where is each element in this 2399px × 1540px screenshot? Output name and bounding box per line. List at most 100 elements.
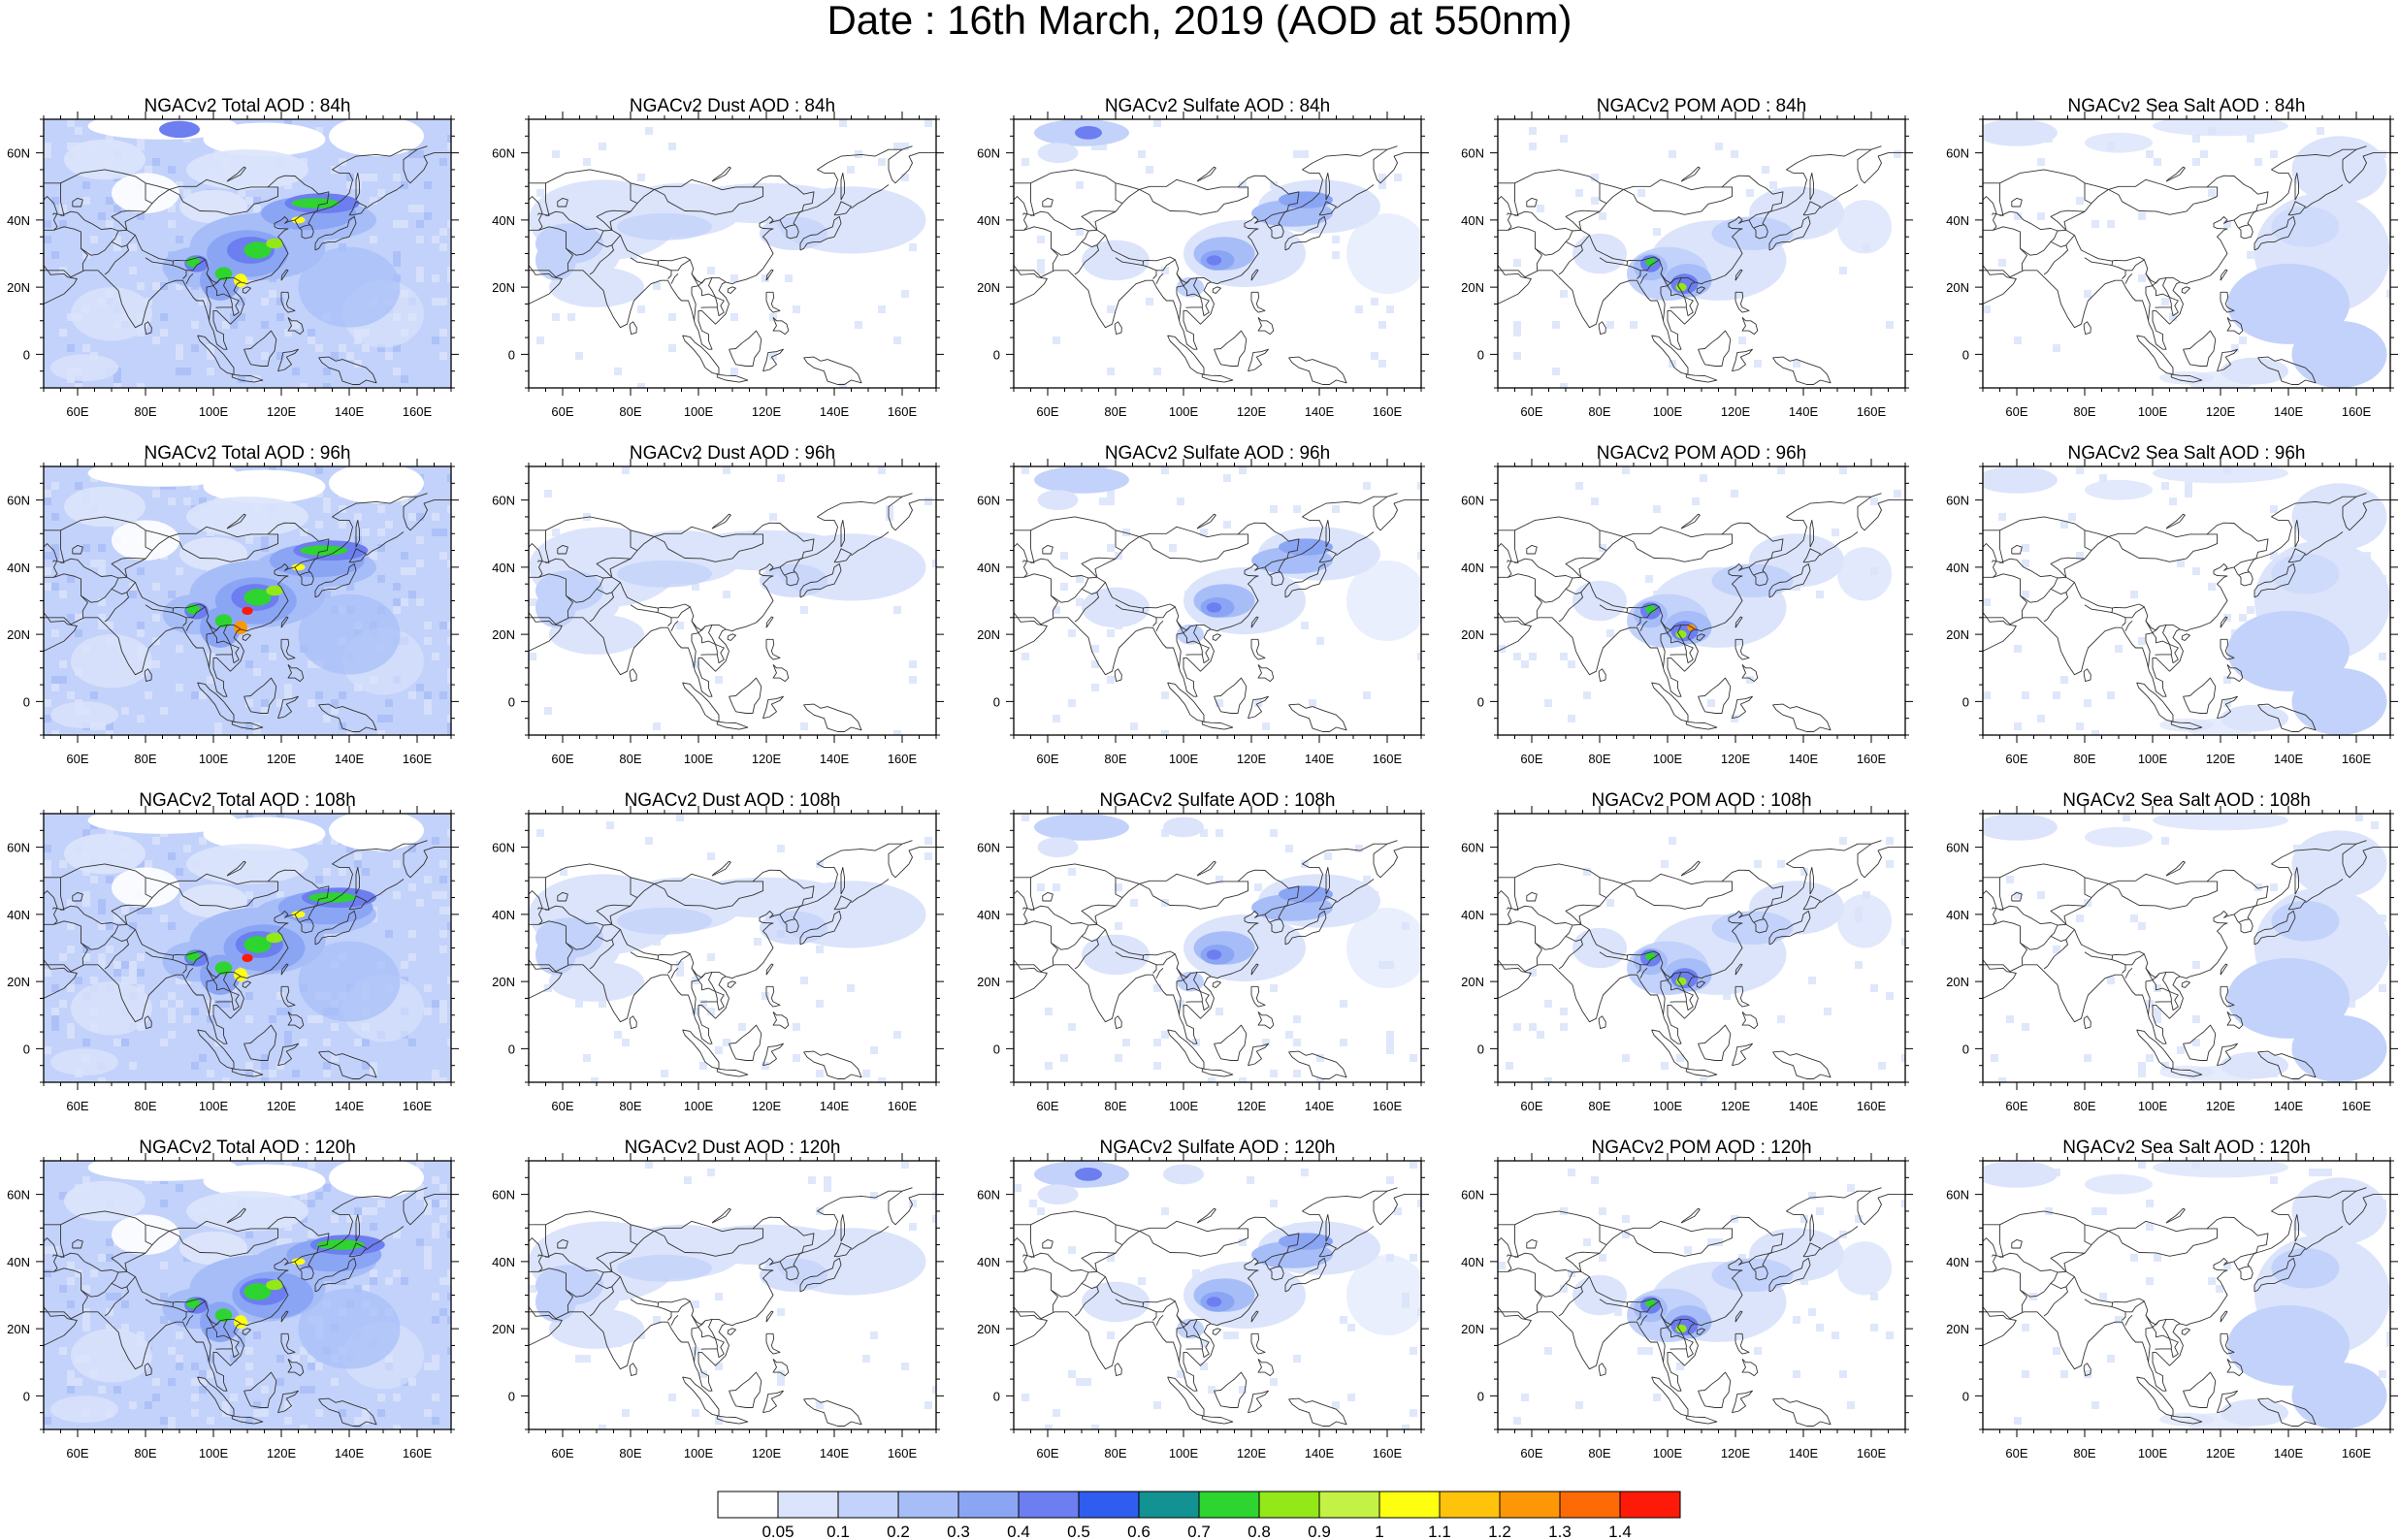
lon-tick-label: 60E	[551, 404, 573, 419]
lon-tick-label: 160E	[1373, 404, 1403, 419]
lon-tick-label: 120E	[752, 404, 782, 419]
figure-title: Date : 16th March, 2019 (AOD at 550nm)	[827, 0, 1572, 43]
lat-tick-label: 20N	[1946, 975, 1969, 989]
lat-tick-label: 60N	[977, 1188, 1000, 1203]
lat-tick-label: 20N	[1461, 627, 1484, 642]
lat-tick-label: 20N	[7, 627, 30, 642]
lon-tick-label: 120E	[1721, 1446, 1751, 1460]
lat-tick-label: 60N	[1461, 1188, 1484, 1203]
panel-title: NGACv2 Dust AOD : 120h	[625, 1138, 841, 1158]
lat-tick-label: 40N	[977, 908, 1000, 922]
coastlines-borders	[1983, 493, 2390, 732]
coastlines-borders	[529, 840, 936, 1079]
lon-tick-label: 160E	[888, 404, 918, 419]
panel-title: NGACv2 Dust AOD : 96h	[630, 443, 835, 464]
lon-tick-label: 140E	[2274, 1099, 2304, 1113]
lon-tick-label: 160E	[2342, 752, 2372, 766]
lat-tick-label: 20N	[492, 627, 515, 642]
lat-tick-label: 60N	[7, 494, 30, 508]
lon-tick-label: 80E	[134, 1099, 156, 1113]
lon-tick-label: 140E	[335, 1099, 365, 1113]
coastlines-borders	[1498, 493, 1905, 732]
lat-tick-label: 60N	[1946, 841, 1969, 855]
colorbar-swatch	[1499, 1491, 1561, 1519]
lon-tick-label: 80E	[134, 404, 156, 419]
lon-tick-label: 120E	[267, 404, 297, 419]
colorbar-swatch	[1018, 1491, 1080, 1519]
lat-tick-label: 0	[508, 694, 515, 709]
map-panel: NGACv2 Dust AOD : 96h 60E 80E 100E 120E 140E 1…	[492, 443, 944, 766]
lat-tick-label: 60N	[7, 1188, 30, 1203]
lon-tick-label: 80E	[1104, 1099, 1126, 1113]
lon-tick-label: 120E	[2206, 1446, 2236, 1460]
coastlines-borders	[529, 145, 936, 385]
aod-field	[529, 814, 936, 1082]
lon-tick-label: 80E	[134, 1446, 156, 1460]
colorbar-label: 0.6	[1127, 1523, 1151, 1540]
panel-title: NGACv2 Sea Salt AOD : 120h	[2062, 1138, 2311, 1158]
panel-title: NGACv2 Sea Salt AOD : 96h	[2067, 443, 2305, 464]
coastlines-borders	[529, 493, 936, 732]
lat-tick-label: 60N	[977, 841, 1000, 855]
lon-tick-label: 140E	[1305, 1446, 1335, 1460]
colorbar-swatch	[1258, 1491, 1320, 1519]
lat-tick-label: 0	[1962, 1042, 1969, 1056]
colorbar-swatches	[717, 1491, 1681, 1519]
lat-tick-label: 60N	[7, 841, 30, 855]
lon-tick-label: 140E	[820, 1099, 850, 1113]
lat-tick-label: 40N	[977, 561, 1000, 575]
lon-tick-label: 160E	[1857, 1099, 1887, 1113]
lat-tick-label: 40N	[1946, 908, 1969, 922]
colorbar-swatch	[1318, 1491, 1380, 1519]
map-panel: NGACv2 Total AOD : 108h 60E 80E 100E 120E 140…	[7, 790, 459, 1113]
panel-title: NGACv2 Sea Salt AOD : 108h	[2062, 790, 2311, 811]
lon-tick-label: 100E	[199, 1446, 229, 1460]
map-panel: NGACv2 POM AOD : 96h 60E 80E 100E 120E 140E 16…	[1461, 443, 1913, 766]
map-panel: NGACv2 Sea Salt AOD : 108h 60E 80E 100E 120E…	[1946, 790, 2398, 1113]
aod-field	[529, 466, 936, 735]
lat-tick-label: 0	[993, 694, 1000, 709]
lon-tick-label: 80E	[619, 404, 641, 419]
map-panel: NGACv2 Dust AOD : 84h 60E 80E 100E 120E 140E 1…	[492, 96, 944, 419]
aod-field	[1014, 466, 1421, 735]
lon-tick-label: 100E	[1169, 752, 1199, 766]
lat-tick-label: 60N	[492, 146, 515, 161]
lat-tick-label: 20N	[1461, 1322, 1484, 1336]
lon-tick-label: 160E	[1373, 1099, 1403, 1113]
lat-tick-label: 0	[508, 1042, 515, 1056]
map-panel: NGACv2 POM AOD : 84h 60E 80E 100E 120E 140E 16…	[1461, 96, 1913, 419]
lon-tick-label: 100E	[1169, 404, 1199, 419]
aod-field	[44, 119, 451, 388]
lon-tick-label: 140E	[820, 404, 850, 419]
lon-tick-label: 80E	[619, 1099, 641, 1113]
lon-tick-label: 100E	[2138, 404, 2168, 419]
panel-title: NGACv2 Dust AOD : 108h	[625, 790, 841, 811]
colorbar-swatch	[777, 1491, 839, 1519]
aod-field	[529, 119, 936, 388]
panel-title: NGACv2 Sea Salt AOD : 84h	[2067, 96, 2305, 116]
panel-title: NGACv2 Total AOD : 96h	[145, 443, 351, 464]
colorbar-swatch	[1138, 1491, 1200, 1519]
map-panel: NGACv2 Total AOD : 96h 60E 80E 100E 120E 140E…	[7, 443, 459, 766]
lon-tick-label: 80E	[619, 752, 641, 766]
lon-tick-label: 120E	[1721, 1099, 1751, 1113]
lon-tick-label: 140E	[2274, 404, 2304, 419]
lat-tick-label: 60N	[492, 1188, 515, 1203]
lat-tick-label: 0	[23, 694, 30, 709]
lat-tick-label: 20N	[7, 975, 30, 989]
lon-tick-label: 120E	[1721, 752, 1751, 766]
lon-tick-label: 120E	[267, 1446, 297, 1460]
lon-tick-label: 120E	[752, 1446, 782, 1460]
lat-tick-label: 0	[508, 347, 515, 362]
lat-tick-label: 20N	[977, 627, 1000, 642]
lon-tick-label: 100E	[684, 752, 714, 766]
colorbar-swatch	[897, 1491, 959, 1519]
coastlines-borders	[1014, 840, 1421, 1079]
colorbar-swatch	[1559, 1491, 1621, 1519]
lat-tick-label: 20N	[1946, 627, 1969, 642]
lon-tick-label: 120E	[2206, 404, 2236, 419]
lat-tick-label: 20N	[1461, 280, 1484, 295]
lon-tick-label: 80E	[1104, 752, 1126, 766]
map-panel: NGACv2 Total AOD : 84h 60E 80E 100E 120E 140E…	[7, 96, 459, 419]
